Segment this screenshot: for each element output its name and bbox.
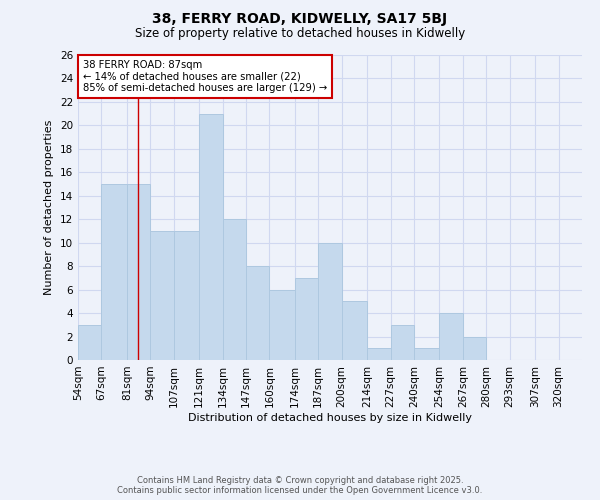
Bar [246, 266, 269, 360]
Bar [342, 302, 367, 360]
Y-axis label: Number of detached properties: Number of detached properties [44, 120, 55, 295]
Bar [127, 184, 150, 360]
Bar [439, 313, 463, 360]
Text: Size of property relative to detached houses in Kidwelly: Size of property relative to detached ho… [135, 28, 465, 40]
Bar [367, 348, 391, 360]
Bar [414, 348, 439, 360]
Bar [101, 184, 127, 360]
Bar [463, 336, 486, 360]
Bar [318, 242, 342, 360]
Text: Contains HM Land Registry data © Crown copyright and database right 2025.
Contai: Contains HM Land Registry data © Crown c… [118, 476, 482, 495]
Bar [391, 325, 414, 360]
Text: 38 FERRY ROAD: 87sqm
← 14% of detached houses are smaller (22)
85% of semi-detac: 38 FERRY ROAD: 87sqm ← 14% of detached h… [83, 60, 327, 93]
Bar [150, 231, 174, 360]
Bar [199, 114, 223, 360]
Bar [78, 325, 101, 360]
Bar [174, 231, 199, 360]
Bar [269, 290, 295, 360]
Bar [223, 219, 246, 360]
X-axis label: Distribution of detached houses by size in Kidwelly: Distribution of detached houses by size … [188, 412, 472, 422]
Text: 38, FERRY ROAD, KIDWELLY, SA17 5BJ: 38, FERRY ROAD, KIDWELLY, SA17 5BJ [152, 12, 448, 26]
Bar [295, 278, 318, 360]
